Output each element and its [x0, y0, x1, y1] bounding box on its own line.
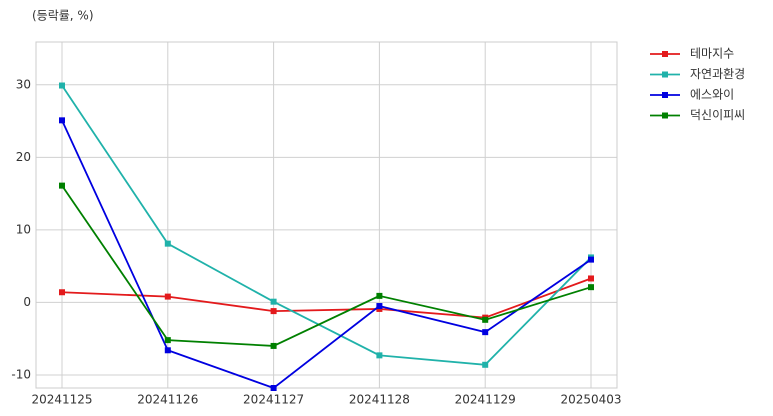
point [270, 385, 277, 391]
point [270, 298, 277, 305]
x-tick-label: 20241129 [455, 393, 516, 407]
point [164, 240, 171, 247]
point [588, 284, 594, 291]
x-tick-label: 20241126 [137, 393, 198, 407]
y-tick-label: 30 [16, 77, 31, 91]
legend-marker [662, 112, 668, 119]
legend-marker [662, 51, 668, 57]
y-tick-label: 10 [16, 222, 31, 236]
point [59, 289, 65, 296]
point [270, 308, 277, 315]
series-line [61, 185, 592, 347]
plot-frame [35, 41, 618, 389]
y-tick-label: 0 [23, 295, 31, 309]
x-tick-label: 20250403 [560, 393, 621, 407]
point [164, 347, 171, 354]
point [164, 293, 171, 300]
point [482, 316, 489, 323]
point [59, 182, 65, 189]
y-tick-label: -10 [11, 367, 31, 381]
legend-marker [662, 92, 668, 98]
point [482, 329, 489, 336]
legend-marker [662, 71, 668, 78]
legend-label: 테마지수 [690, 47, 734, 61]
point [164, 337, 171, 344]
x-tick-label: 20241128 [349, 393, 410, 407]
point [376, 303, 383, 310]
point [482, 361, 489, 368]
point [376, 352, 383, 359]
y-axis-label: (등락률, %) [32, 9, 94, 23]
point [588, 256, 594, 263]
legend-label: 덕신이피씨 [690, 108, 745, 122]
point [588, 275, 594, 282]
x-tick-label: 20241125 [31, 393, 92, 407]
legend-label: 자연과환경 [690, 67, 745, 81]
point [270, 342, 277, 349]
series-line [61, 85, 592, 366]
legend-label: 에스와이 [690, 88, 734, 102]
series-line [61, 277, 592, 319]
point [59, 82, 65, 89]
series-line [61, 119, 592, 390]
point [59, 117, 65, 124]
point [376, 292, 383, 299]
y-tick-label: 20 [16, 150, 31, 164]
x-tick-label: 20241127 [243, 393, 304, 407]
